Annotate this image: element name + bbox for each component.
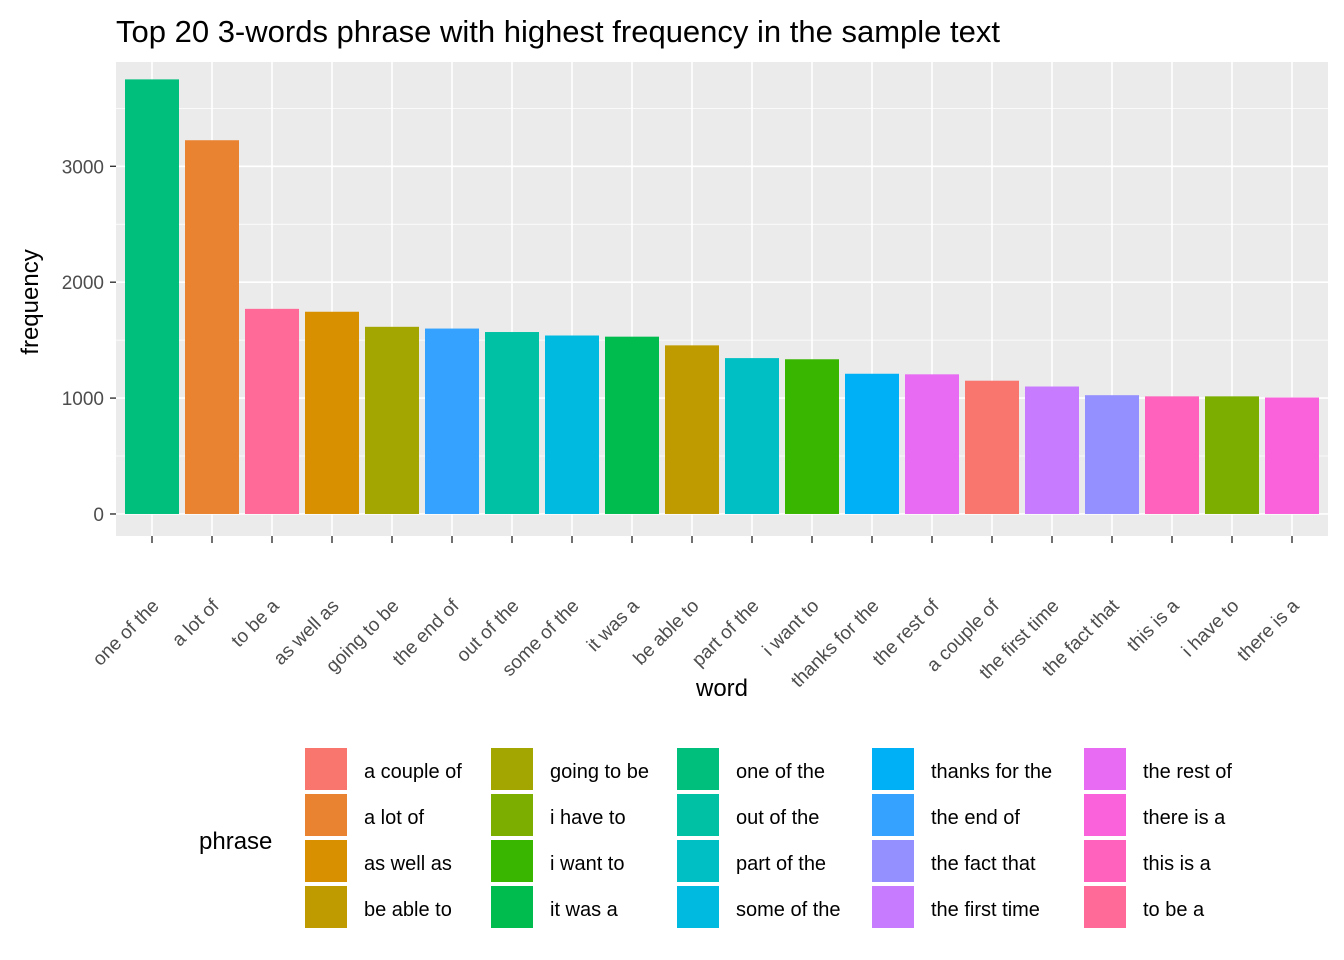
y-axis-title: frequency — [17, 249, 44, 354]
legend-swatch — [1084, 840, 1126, 882]
legend-label: going to be — [550, 761, 649, 783]
legend-swatch — [1084, 748, 1126, 790]
legend-swatch — [491, 886, 533, 928]
legend-swatch — [1084, 886, 1126, 928]
legend-swatch — [872, 794, 914, 836]
bar-to-be-a — [245, 308, 299, 514]
y-tick-label: 1000 — [62, 389, 104, 410]
bar-i-want-to — [785, 359, 839, 514]
bar-the-first-time — [1025, 386, 1079, 514]
chart-title: Top 20 3-words phrase with highest frequ… — [116, 14, 1000, 49]
legend-label: thanks for the — [931, 761, 1052, 783]
legend-swatch — [677, 748, 719, 790]
legend-label: some of the — [736, 899, 841, 921]
legend-label: be able to — [364, 899, 452, 921]
bar-this-is-a — [1145, 396, 1199, 514]
x-tick-label: the end of — [389, 595, 464, 670]
x-tick-label: it was a — [583, 595, 644, 656]
bar-going-to-be — [365, 326, 419, 514]
x-tick-label: one of the — [89, 596, 164, 671]
legend-swatch — [305, 794, 347, 836]
legend-label: i want to — [550, 853, 624, 875]
legend-title: phrase — [199, 828, 272, 855]
bar-part-of-the — [725, 358, 779, 514]
legend-swatch — [305, 840, 347, 882]
legend-label: it was a — [550, 899, 619, 921]
legend-label: out of the — [736, 807, 819, 829]
y-tick-label: 0 — [93, 505, 104, 526]
y-tick-label: 3000 — [62, 157, 104, 178]
legend-label: there is a — [1143, 807, 1226, 829]
y-axis: 0 1000 2000 3000 — [62, 157, 116, 526]
y-tick-label: 2000 — [62, 273, 104, 294]
legend-label: a couple of — [364, 761, 462, 783]
legend-swatch — [872, 886, 914, 928]
bar-some-of-the — [545, 335, 599, 514]
legend-swatch — [872, 748, 914, 790]
legend-swatch — [677, 794, 719, 836]
legend-label: a lot of — [364, 807, 424, 829]
legend-label: to be a — [1143, 899, 1205, 921]
legend-label: i have to — [550, 807, 626, 829]
plot-panel — [116, 62, 1328, 536]
bar-out-of-the — [485, 332, 539, 514]
legend-label: as well as — [364, 853, 452, 875]
legend-swatch — [677, 840, 719, 882]
bar-thanks-for-the — [845, 373, 899, 514]
bar-the-end-of — [425, 328, 479, 514]
legend-swatch — [872, 840, 914, 882]
legend-swatch — [491, 748, 533, 790]
legend-swatch — [1084, 794, 1126, 836]
legend-swatch — [491, 794, 533, 836]
x-tick-label: a lot of — [168, 595, 224, 651]
bar-a-couple-of — [965, 380, 1019, 514]
x-axis: one of the a lot of to be aas well asgoing… — [89, 536, 1304, 692]
bar-a-lot-of — [185, 140, 239, 514]
bar-as-well-as — [305, 311, 359, 514]
bar-be-able-to — [665, 345, 719, 514]
legend-swatch — [677, 886, 719, 928]
bar-one-of-the — [125, 79, 179, 514]
legend-swatch — [305, 748, 347, 790]
legend-label: the fact that — [931, 853, 1036, 875]
bar-there-is-a — [1265, 397, 1319, 514]
x-tick-label: there is a — [1233, 595, 1303, 665]
bar-i-have-to — [1205, 396, 1259, 514]
x-tick-label: to be a — [228, 595, 284, 651]
legend-label: part of the — [736, 853, 826, 875]
legend-label: one of the — [736, 761, 825, 783]
bar-it-was-a — [605, 336, 659, 514]
x-axis-title: word — [695, 675, 748, 702]
bar-the-rest-of — [905, 374, 959, 514]
legend-swatch — [491, 840, 533, 882]
bar-the-fact-that — [1085, 395, 1139, 514]
legend-swatch — [305, 886, 347, 928]
legend-label: this is a — [1143, 853, 1212, 875]
legend-label: the rest of — [1143, 761, 1232, 783]
legend: phrase a couple of a lot of as well as be a… — [199, 748, 1232, 928]
x-tick-label: this is a — [1123, 595, 1184, 656]
legend-label: the end of — [931, 807, 1020, 829]
legend-label: the first time — [931, 899, 1040, 921]
